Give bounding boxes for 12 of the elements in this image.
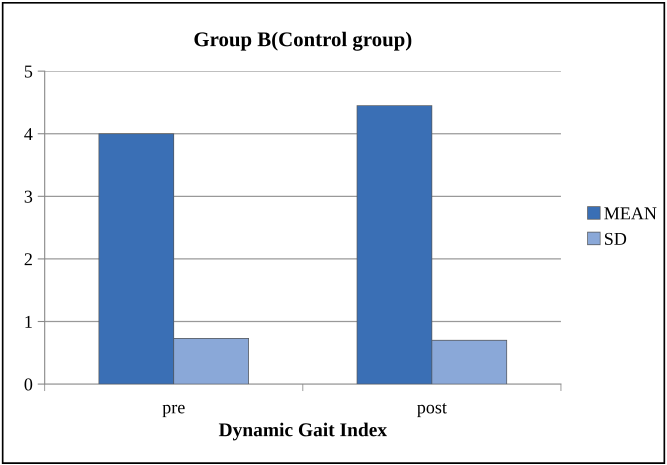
x-tick-label: pre — [162, 404, 185, 418]
y-tick-label: 4 — [24, 128, 33, 140]
x-axis-title: Dynamic Gait Index — [218, 422, 387, 440]
legend-label: MEAN — [604, 207, 657, 220]
y-tick-label: 3 — [24, 190, 32, 203]
x-tick-label: post — [417, 403, 447, 418]
y-tick-label: 2 — [24, 253, 32, 266]
y-tick-label: 5 — [24, 66, 32, 78]
chart-title: Group B(Control group) — [194, 32, 412, 51]
y-tick-label: 1 — [25, 316, 32, 328]
y-tick-label: 0 — [24, 378, 32, 391]
legend-label: SD — [604, 232, 626, 245]
